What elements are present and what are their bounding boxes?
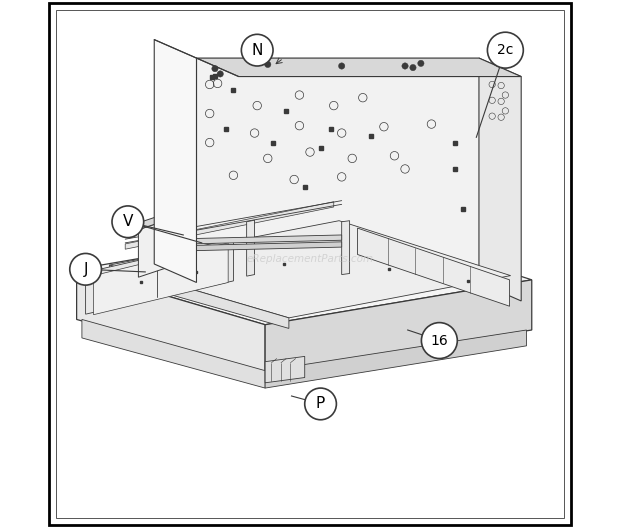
Circle shape (112, 206, 144, 238)
Circle shape (70, 253, 102, 285)
Circle shape (410, 64, 416, 71)
Text: 2c: 2c (497, 43, 513, 57)
Polygon shape (479, 58, 521, 301)
Text: J: J (83, 262, 88, 277)
Circle shape (487, 32, 523, 68)
Circle shape (217, 71, 223, 77)
Polygon shape (265, 280, 532, 372)
Polygon shape (77, 269, 265, 372)
Polygon shape (138, 216, 178, 277)
Polygon shape (197, 58, 521, 77)
Text: V: V (123, 214, 133, 229)
Circle shape (241, 34, 273, 66)
Circle shape (265, 61, 271, 68)
Circle shape (418, 60, 424, 67)
Polygon shape (86, 239, 234, 314)
Text: 16: 16 (430, 334, 448, 347)
Polygon shape (265, 330, 526, 388)
Polygon shape (138, 210, 178, 230)
Circle shape (304, 388, 337, 420)
Polygon shape (358, 228, 510, 306)
Polygon shape (94, 243, 228, 315)
Polygon shape (188, 235, 342, 244)
Polygon shape (154, 40, 197, 282)
Text: eReplacementParts.com: eReplacementParts.com (246, 254, 374, 263)
Polygon shape (109, 221, 511, 318)
Circle shape (339, 63, 345, 69)
Polygon shape (109, 265, 289, 328)
Polygon shape (342, 221, 350, 275)
Circle shape (212, 65, 218, 72)
Polygon shape (247, 220, 255, 276)
Polygon shape (125, 202, 334, 249)
Polygon shape (188, 242, 342, 251)
Text: P: P (316, 397, 325, 411)
Polygon shape (82, 319, 265, 388)
Polygon shape (197, 58, 479, 282)
Polygon shape (77, 222, 532, 325)
Circle shape (402, 63, 408, 69)
Polygon shape (265, 356, 304, 383)
Text: N: N (252, 43, 263, 58)
Circle shape (422, 323, 458, 359)
